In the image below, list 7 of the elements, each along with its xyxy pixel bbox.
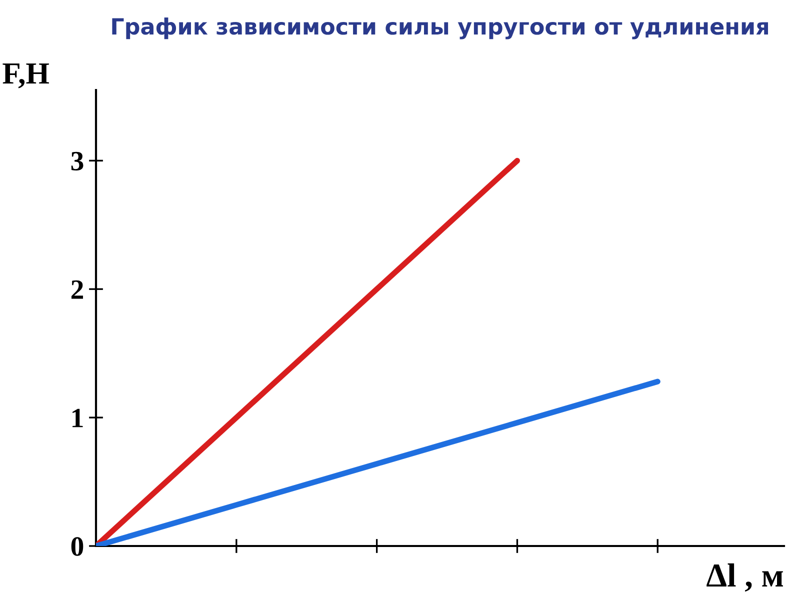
chart-title: График зависимости силы упругости от удлинения — [112, 18, 768, 40]
y-tick-label: 0 — [71, 537, 84, 556]
y-tick-label: 1 — [72, 408, 83, 428]
y-tick-label: 2 — [71, 280, 83, 299]
y-tick-label: 3 — [71, 152, 84, 171]
x-axis-title: Δl , м — [706, 563, 783, 592]
y-axis-title: F,Н — [2, 63, 49, 88]
